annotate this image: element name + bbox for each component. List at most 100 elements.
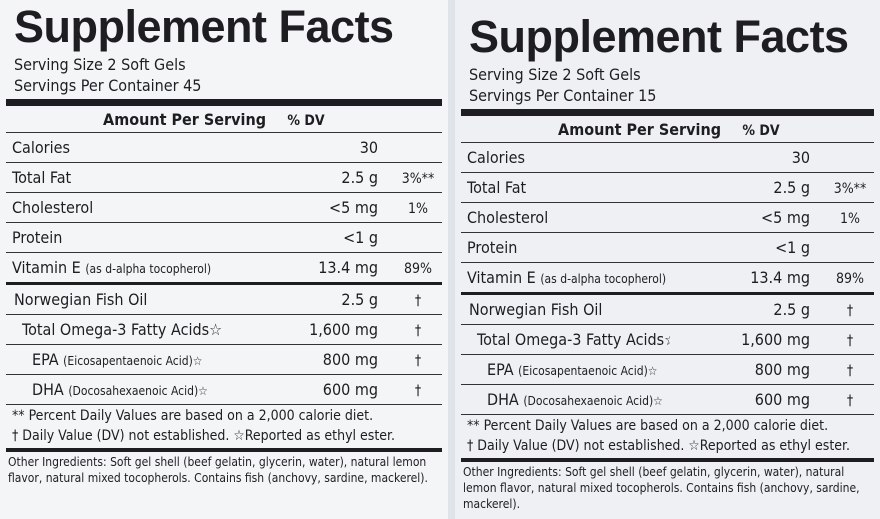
nutrient-row: Norwegian Fish Oil 2.5 g † (461, 295, 874, 325)
daily-value: 89% (836, 271, 864, 287)
daily-value: † (414, 353, 422, 369)
nutrient-row: Cholesterol <5 mg 1% (6, 193, 442, 223)
title: Supplement Facts (14, 1, 394, 52)
amount: 600 mg (754, 390, 810, 409)
amount: 13.4 mg (750, 268, 810, 287)
nutrient-name: Total Fat (461, 173, 670, 202)
nutrient-note: (Eicosapentaenoic Acid)☆ (518, 364, 658, 378)
nutrient-label: Protein (12, 228, 63, 247)
nutrient-label: Total Omega-3 Fatty Acids☆ (477, 330, 670, 349)
nutrient-label: EPA (487, 360, 514, 379)
nutrient-label: DHA (487, 390, 519, 409)
header-dv: % DV (742, 123, 780, 139)
amount: 1,600 mg (309, 320, 378, 339)
label-panel: Supplement Facts Serving Size 2 Soft Gels… (455, 0, 880, 519)
footnote: † Daily Value (DV) not established. ☆Rep… (12, 428, 395, 444)
nutrient-label: Cholesterol (467, 208, 549, 227)
daily-value: † (414, 383, 422, 399)
nutrient-note: (Docosahexaenoic Acid)☆ (523, 394, 663, 408)
nutrient-row: EPA (Eicosapentaenoic Acid)☆ 800 mg † (461, 355, 874, 385)
amount: 600 mg (322, 380, 378, 399)
daily-value: 1% (840, 211, 860, 227)
amount: 1,600 mg (741, 330, 810, 349)
amount: 2.5 g (341, 168, 378, 187)
amount: 800 mg (322, 350, 378, 369)
nutrient-name: DHA (Docosahexaenoic Acid)☆ (6, 375, 238, 406)
nutrient-label: DHA (32, 380, 64, 399)
amount: 13.4 mg (318, 258, 378, 277)
nutrient-name: Protein (6, 223, 238, 252)
nutrient-note: (Eicosapentaenoic Acid)☆ (63, 354, 203, 368)
table-header: Amount Per Serving % DV (461, 118, 874, 143)
nutrient-name: Cholesterol (461, 203, 670, 232)
other-text: Soft gel shell (beef gelatin, glycerin, … (8, 455, 428, 485)
amount: 800 mg (754, 360, 810, 379)
divider-bar (461, 109, 874, 116)
footnote: † Daily Value (DV) not established. ☆Rep… (467, 438, 850, 454)
divider-bar (461, 458, 874, 462)
daily-value: † (846, 333, 854, 349)
servings-per-container: Servings Per Container 45 (14, 76, 202, 95)
nutrient-name: Norwegian Fish Oil (461, 295, 670, 324)
nutrient-name: Cholesterol (6, 193, 238, 222)
daily-value: † (846, 393, 854, 409)
nutrient-name: Vitamin E (as d-alpha tocopherol) (461, 263, 670, 294)
nutrient-row: DHA (Docosahexaenoic Acid)☆ 600 mg † (461, 385, 874, 415)
daily-value: † (846, 363, 854, 379)
serving-size: Serving Size 2 Soft Gels (14, 55, 186, 74)
divider-bar (6, 99, 442, 106)
footnote: ** Percent Daily Values are based on a 2… (12, 408, 374, 424)
nutrient-row: Protein <1 g (6, 223, 442, 253)
nutrient-name: Total Fat (6, 163, 238, 192)
nutrient-name: EPA (Eicosapentaenoic Acid)☆ (6, 345, 238, 376)
other-ingredients: Other Ingredients: Soft gel shell (beef … (461, 464, 874, 512)
divider-bar (6, 448, 442, 452)
nutrient-name: EPA (Eicosapentaenoic Acid)☆ (461, 355, 670, 386)
amount: <5 mg (761, 208, 810, 227)
nutrient-label: Norwegian Fish Oil (14, 290, 148, 309)
nutrient-name: Norwegian Fish Oil (6, 285, 238, 314)
nutrient-note: (as d-alpha tocopherol) (85, 262, 212, 276)
header-dv: % DV (287, 113, 325, 129)
amount: <1 g (775, 238, 810, 257)
footnote: ** Percent Daily Values are based on a 2… (467, 418, 829, 434)
daily-value: † (846, 303, 854, 319)
nutrient-row: EPA (Eicosapentaenoic Acid)☆ 800 mg † (6, 345, 442, 375)
amount: 30 (359, 138, 378, 157)
nutrient-label: Total Fat (12, 168, 72, 187)
nutrient-label: Vitamin E (467, 268, 536, 287)
amount: <1 g (343, 228, 378, 247)
nutrient-row: Total Omega-3 Fatty Acids☆ 1,600 mg † (461, 325, 874, 355)
nutrient-row: Cholesterol <5 mg 1% (461, 203, 874, 233)
nutrient-name: Calories (461, 143, 670, 172)
nutrient-row: Total Fat 2.5 g 3%** (6, 163, 442, 193)
nutrient-row: Norwegian Fish Oil 2.5 g † (6, 285, 442, 315)
amount: <5 mg (329, 198, 378, 217)
other-ingredients: Other Ingredients: Soft gel shell (beef … (6, 454, 442, 486)
daily-value: † (414, 323, 422, 339)
other-text: Soft gel shell (beef gelatin, glycerin, … (463, 465, 860, 511)
header-amount: Amount Per Serving (558, 120, 721, 139)
other-label: Other Ingredients: (463, 465, 562, 479)
nutrient-row: Total Fat 2.5 g 3%** (461, 173, 874, 203)
nutrient-row: DHA (Docosahexaenoic Acid)☆ 600 mg † (6, 375, 442, 405)
nutrient-row: Calories 30 (461, 143, 874, 173)
nutrient-name: Vitamin E (as d-alpha tocopherol) (6, 253, 238, 284)
nutrient-label: Total Fat (467, 178, 527, 197)
nutrient-row: Protein <1 g (461, 233, 874, 263)
title: Supplement Facts (469, 11, 849, 62)
nutrient-label: Cholesterol (12, 198, 94, 217)
amount: 30 (791, 148, 810, 167)
nutrient-row: Calories 30 (6, 133, 442, 163)
nutrient-name: Protein (461, 233, 670, 262)
nutrient-name: Calories (6, 133, 238, 162)
table-header: Amount Per Serving % DV (6, 108, 442, 133)
daily-value: † (414, 293, 422, 309)
daily-value: 3%** (401, 171, 435, 187)
amount: 2.5 g (341, 290, 378, 309)
nutrient-row: Total Omega-3 Fatty Acids☆ 1,600 mg † (6, 315, 442, 345)
nutrient-note: (as d-alpha tocopherol) (540, 272, 667, 286)
nutrient-row: Vitamin E (as d-alpha tocopherol) 13.4 mg… (461, 263, 874, 295)
other-label: Other Ingredients: (8, 455, 107, 469)
